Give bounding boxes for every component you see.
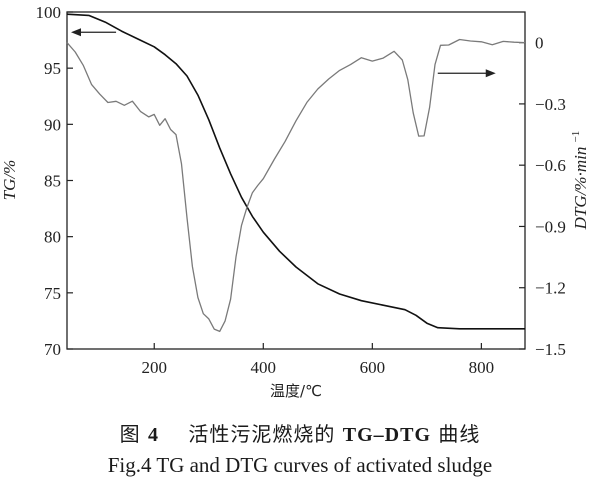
caption-cn-bold: TG–DTG — [342, 424, 432, 446]
y-right-tick-label: −0.9 — [535, 217, 566, 236]
y-left-tick-label: 90 — [44, 115, 61, 134]
y-axis-right-title-main: DTG/%·min — [571, 147, 590, 231]
tg-dtg-chart: 200 400 600 800 70 75 80 85 90 95 100 −1.5 −1.2 −0.9 −… — [0, 3, 590, 400]
dtg-arrow-head — [485, 69, 496, 78]
figure-caption-chinese: 图 4 活性污泥燃烧的 TG–DTG 曲线 — [0, 418, 600, 447]
plot-frame — [66, 11, 526, 350]
x-tick-label: 400 — [251, 358, 277, 377]
caption-cn-suffix: 曲线 — [438, 422, 481, 446]
series-line-tg — [66, 13, 525, 330]
y-axis-left-title: TG/% — [0, 160, 19, 201]
y-left-tick-label: 100 — [36, 3, 62, 22]
figure-caption-english: Fig.4 TG and DTG curves of activated slu… — [107, 453, 493, 477]
series-line-dtg — [66, 38, 526, 333]
y-axis-right-title-superscript: −1 — [570, 131, 582, 143]
tg-arrow-head — [71, 28, 81, 37]
caption-cn-prefix: 图 — [119, 422, 141, 446]
y-axis-right-title: DTG/%·min −1 — [570, 131, 590, 231]
y-left-tick-label: 85 — [44, 172, 61, 191]
y-right-tick-label: −0.6 — [535, 156, 566, 175]
y-right-tick-label: −0.3 — [535, 95, 566, 114]
y-left-tick-label: 75 — [44, 284, 61, 303]
y-right-tick-label: 0 — [535, 34, 544, 53]
x-tick-label: 600 — [360, 358, 386, 377]
arrows-layer — [71, 28, 496, 78]
ticks-layer: 200 400 600 800 70 75 80 85 90 95 100 −1.5 −1.2 −0.9 −… — [36, 3, 566, 377]
x-axis-title: 温度/℃ — [270, 382, 322, 400]
curves-layer — [66, 13, 526, 333]
y-left-tick-label: 80 — [44, 228, 61, 247]
caption-cn-text: 活性污泥燃烧的 — [188, 422, 336, 446]
y-left-tick-label: 95 — [44, 59, 61, 78]
y-right-tick-label: −1.5 — [535, 340, 566, 359]
y-right-tick-label: −1.2 — [535, 279, 566, 298]
x-tick-label: 800 — [469, 358, 495, 377]
y-left-tick-label: 70 — [44, 340, 61, 359]
x-tick-label: 200 — [141, 358, 167, 377]
caption-cn-number: 4 — [147, 424, 159, 446]
